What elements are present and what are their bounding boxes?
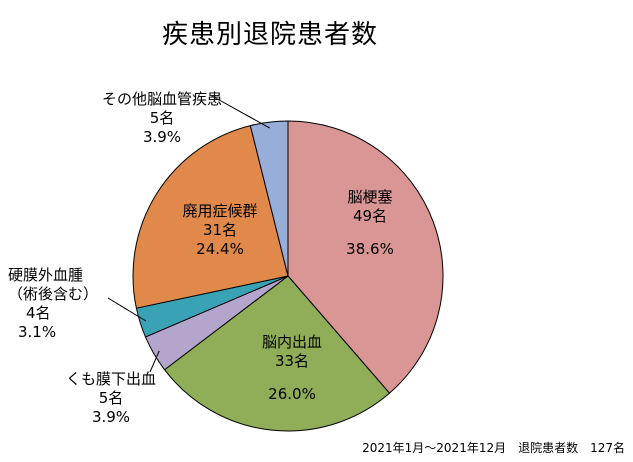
slice-name: 脳内出血 (261, 333, 322, 351)
slice-count: 5名 (149, 109, 175, 127)
slice-label-cerebral-infarction: 脳梗塞 49名 38.6% (326, 188, 414, 259)
slice-count: 31名 (202, 221, 238, 239)
slice-count: 33名 (274, 352, 310, 370)
pie-slice-disuse-syndrome (132, 125, 289, 309)
slice-percent: 26.0% (268, 385, 316, 403)
slice-label-epidural-hematoma: 硬膜外血腫 （術後含む） 4名 3.1% (8, 266, 104, 342)
slice-percent: 24.4% (196, 240, 244, 258)
slice-label-subarachnoid-hemorrhage: くも膜下出血 5名 3.9% (58, 370, 164, 427)
leader-line-subarachnoid-hemorrhage (149, 350, 160, 373)
slice-count: 5名 (98, 389, 124, 407)
slice-label-intracerebral-hemorrhage: 脳内出血 33名 26.0% (246, 333, 338, 404)
footer-note: 2021年1月～2021年12月 退院患者数 127名 (362, 441, 625, 455)
slice-count: 49名 (352, 207, 388, 225)
chart-title: 疾患別退院患者数 (161, 20, 378, 50)
pie-slice-cerebral-infarction (287, 120, 444, 394)
leader-line-epidural-hematoma (107, 297, 147, 322)
slice-count: 4名 (26, 304, 51, 322)
slice-name: 廃用症候群 (182, 202, 258, 220)
slice-label-disuse-syndrome: 廃用症候群 31名 24.4% (172, 202, 268, 259)
slice-percent: 3.9% (142, 128, 182, 146)
slice-label-other-cerebrovascular: その他脳血管疾患 5名 3.9% (92, 90, 232, 147)
slice-percent: 3.9% (91, 408, 131, 426)
leader-line-other-cerebrovascular (211, 95, 271, 129)
pie-slice-other-cerebrovascular (249, 120, 289, 277)
slice-name: 脳梗塞 (347, 188, 393, 206)
slice-percent: 38.6% (346, 240, 394, 258)
pie-slice-intracerebral-hemorrhage (163, 275, 391, 432)
slice-name-line1: 硬膜外血腫 (8, 266, 84, 284)
slice-name-line2: （術後含む） (8, 285, 99, 303)
slice-name: その他脳血管疾患 (101, 90, 222, 108)
slice-name: くも膜下出血 (65, 370, 156, 388)
slice-percent: 3.1% (18, 323, 57, 341)
